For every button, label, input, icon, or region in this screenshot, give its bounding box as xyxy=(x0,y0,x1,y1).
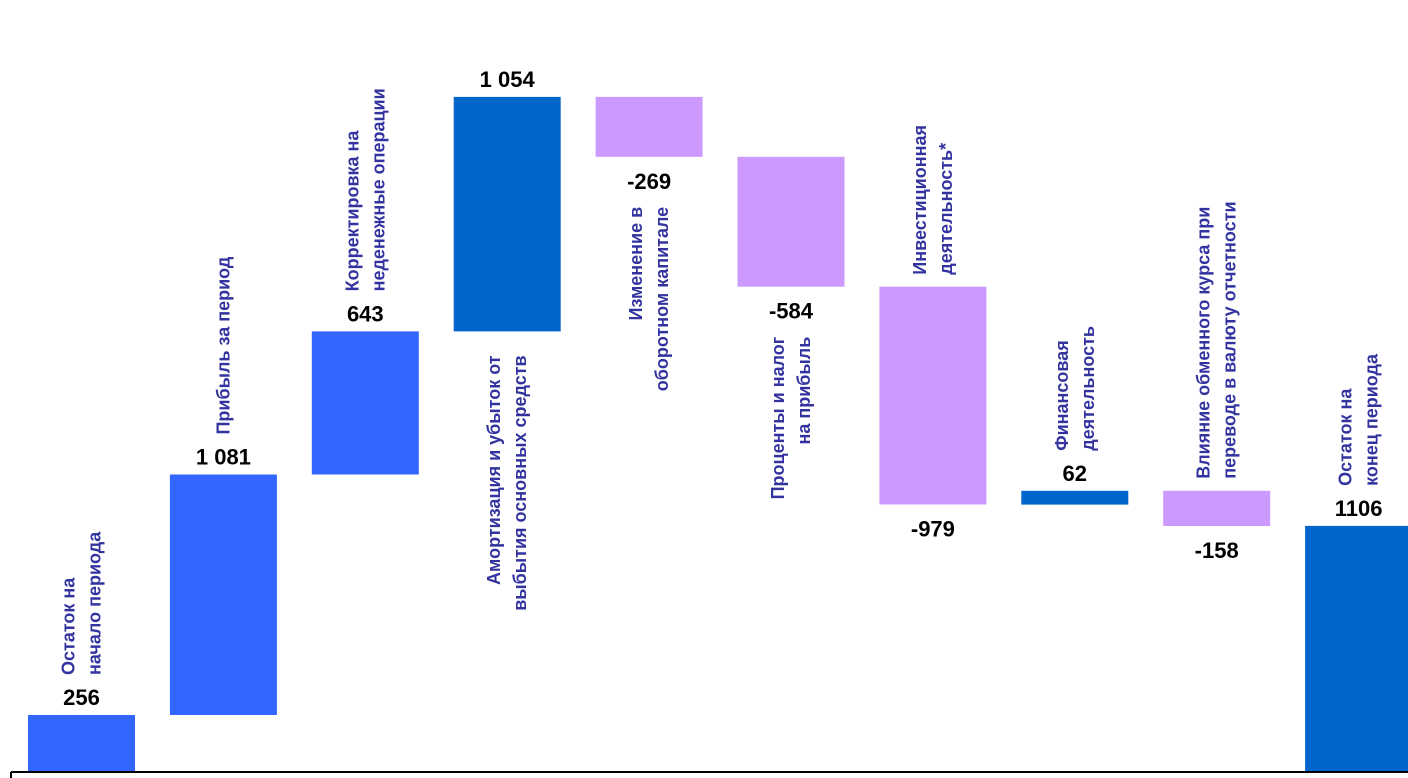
value-label-1: 1 081 xyxy=(196,445,251,470)
category-label-5-line-0: Проценты и налог xyxy=(768,336,788,499)
bar-4 xyxy=(595,96,703,157)
value-label-4: -269 xyxy=(627,169,671,194)
bar-1 xyxy=(169,474,277,715)
category-label-0-line-0: Остаток на xyxy=(59,577,79,675)
bar-2 xyxy=(311,331,419,475)
category-label-4-line-0: Изменение в xyxy=(626,207,646,321)
category-label-6-line-0: Инвестиционная xyxy=(910,125,930,275)
category-label-0-line-1: начало периода xyxy=(85,531,105,675)
bar-0 xyxy=(28,715,135,772)
category-label-8-line-1: переводе в валюту отчетности xyxy=(1220,201,1240,478)
category-label-7-line-0: Финансовая xyxy=(1052,340,1072,451)
value-label-2: 643 xyxy=(347,301,384,326)
value-label-0: 256 xyxy=(63,685,100,710)
category-label-8-line-0: Влияние обменного курса при xyxy=(1194,207,1214,479)
value-label-3: 1 054 xyxy=(480,67,536,92)
value-labels-group: 256 1 081 643 1 054 -269 -584 -979 62 -158 1106 xyxy=(63,67,1382,710)
bar-8 xyxy=(1163,490,1271,526)
value-label-8: -158 xyxy=(1195,538,1239,563)
category-label-3-line-1: выбытия основных средств xyxy=(510,355,530,610)
value-label-9: 1106 xyxy=(1335,496,1383,521)
value-label-5: -584 xyxy=(769,299,814,324)
category-label-9-line-0: Остаток на xyxy=(1336,388,1356,486)
value-label-7: 62 xyxy=(1063,461,1087,486)
category-label-5-line-1: на прибыль xyxy=(794,337,814,445)
category-label-2-line-0: Корректировка на xyxy=(342,130,362,292)
category-labels-group: Остаток на начало периода Прибыль за перио… xyxy=(59,88,1382,675)
category-label-3-line-0: Амортизация и убыток от xyxy=(484,355,504,585)
bars-group xyxy=(28,96,1408,772)
category-label-9-line-1: конец периода xyxy=(1362,353,1382,486)
value-label-6: -979 xyxy=(911,517,955,542)
bar-3 xyxy=(453,96,561,332)
category-label-6-line-1: деятельность* xyxy=(936,143,956,275)
category-label-1-line-0: Прибыль за период xyxy=(213,256,233,434)
bar-9 xyxy=(1305,525,1408,772)
category-label-4-line-1: оборотном капитале xyxy=(652,207,672,391)
bar-7 xyxy=(1021,490,1129,505)
bar-6 xyxy=(879,286,987,505)
category-label-7-line-1: деятельность xyxy=(1078,326,1098,451)
bar-5 xyxy=(737,156,845,287)
category-label-2-line-1: неденежные операции xyxy=(368,88,388,291)
